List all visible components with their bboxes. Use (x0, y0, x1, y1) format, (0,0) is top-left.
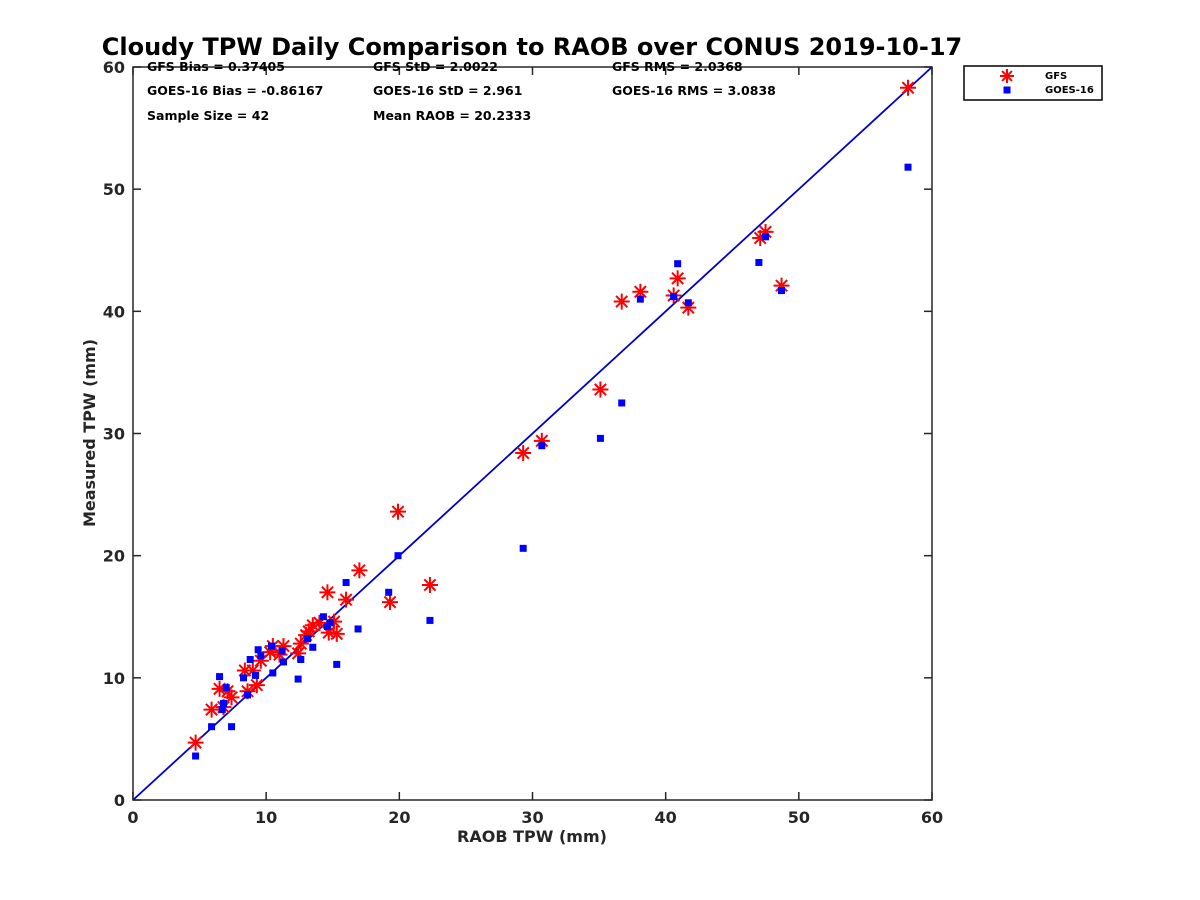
gfs-point (351, 562, 368, 579)
goes16-point (385, 588, 393, 596)
gfs-point (390, 503, 407, 520)
goes16-point (222, 684, 230, 692)
goes16-point (538, 442, 546, 450)
stat-gfs-std: GFS StD = 2.0022 (373, 59, 498, 74)
x-tick-label: 40 (655, 808, 677, 827)
goes16-point (309, 643, 317, 651)
legend-goes-marker (1003, 86, 1011, 94)
y-axis-label: Measured TPW (mm) (80, 339, 99, 527)
y-tick-label: 40 (103, 302, 125, 321)
x-tick-label: 50 (788, 808, 810, 827)
goes16-point (684, 299, 692, 307)
goes16-point (323, 623, 331, 631)
y-tick-label: 60 (103, 58, 125, 77)
goes16-point (208, 723, 216, 731)
goes16-point (519, 544, 527, 552)
stat-goes-std: GOES-16 StD = 2.961 (373, 83, 522, 98)
x-axis-label: RAOB TPW (mm) (457, 827, 607, 846)
y-tick-label: 30 (103, 425, 125, 444)
chart-title: Cloudy TPW Daily Comparison to RAOB over… (102, 33, 962, 61)
goes16-point (269, 669, 277, 677)
goes16-point (303, 635, 311, 643)
x-tick-label: 10 (255, 808, 277, 827)
gfs-point (338, 591, 355, 608)
gfs-point (328, 625, 345, 642)
legend-goes-square (1003, 86, 1011, 94)
gfs-point (900, 79, 917, 96)
stat-goes-rms: GOES-16 RMS = 3.0838 (612, 83, 776, 98)
goes16-point (778, 287, 786, 295)
gfs-point (248, 677, 265, 694)
y-tick-label: 50 (103, 180, 125, 199)
axis-ticks-layer: 0 10 20 30 40 50 60 0 10 20 30 40 50 60 (103, 58, 943, 827)
legend-gfs-asterisk (1000, 69, 1014, 83)
gfs-point (311, 614, 328, 631)
gfs-point (613, 293, 630, 310)
goes16-point (228, 723, 236, 731)
x-tick-label: 60 (921, 808, 943, 827)
gfs-point (203, 701, 220, 718)
gfs-point (382, 594, 399, 611)
gfs-point (592, 381, 609, 398)
goes16-point (342, 579, 350, 587)
goes16-point (192, 752, 200, 760)
goes16-point (246, 656, 254, 664)
legend-goes-label: GOES-16 (1045, 85, 1094, 96)
goes16-point (218, 706, 226, 714)
one-to-one-line (132, 66, 933, 801)
goes16-point (670, 293, 678, 301)
goes16-point (394, 552, 402, 560)
goes16-point (326, 619, 334, 627)
goes16-point (354, 625, 362, 633)
legend: GFS GOES-16 (963, 65, 1103, 101)
goes16-point (244, 691, 252, 699)
goes16-point (297, 656, 305, 664)
gfs-point (515, 445, 532, 462)
x-tick-label: 30 (521, 808, 543, 827)
goes16-point (216, 673, 224, 681)
legend-box (963, 65, 1103, 101)
stat-mean-raob: Mean RAOB = 20.2333 (373, 108, 531, 123)
gfs-point (669, 270, 686, 287)
legend-gfs-label: GFS (1045, 71, 1067, 82)
goes16-point (762, 233, 770, 241)
gfs-point (680, 299, 697, 316)
reference-line-layer (132, 66, 933, 801)
y-tick-label: 10 (103, 669, 125, 688)
goes16-point (220, 699, 228, 707)
y-tick-label: 0 (114, 791, 125, 810)
goes16-point (333, 660, 341, 668)
goes16-point (279, 658, 287, 666)
goes16-point (254, 646, 262, 654)
goes16-point (319, 613, 327, 621)
goes16-point (257, 652, 265, 660)
data-points-layer (187, 79, 917, 760)
goes16-point (904, 163, 912, 171)
gfs-point (773, 277, 790, 294)
goes16-point (267, 642, 275, 650)
goes16-point (596, 434, 604, 442)
stat-gfs-rms: GFS RMS = 2.0368 (612, 59, 743, 74)
legend-gfs-marker (1000, 69, 1014, 83)
x-tick-label: 20 (388, 808, 410, 827)
goes16-point (755, 258, 763, 266)
y-tick-label: 20 (103, 547, 125, 566)
goes16-point (618, 399, 626, 407)
goes16-point (426, 616, 434, 624)
goes16-point (278, 647, 286, 655)
goes16-point (252, 671, 260, 679)
goes16-point (240, 674, 248, 682)
x-tick-label: 0 (127, 808, 138, 827)
stat-gfs-bias: GFS Bias = 0.37405 (147, 59, 285, 74)
gfs-point (421, 576, 438, 593)
goes16-point (636, 295, 644, 303)
gfs-point (223, 689, 240, 706)
stat-sample-size: Sample Size = 42 (147, 108, 269, 123)
gfs-point (319, 584, 336, 601)
stat-goes-bias: GOES-16 Bias = -0.86167 (147, 83, 323, 98)
goes16-point (294, 675, 302, 683)
goes16-point (674, 260, 682, 268)
gfs-point (187, 734, 204, 751)
